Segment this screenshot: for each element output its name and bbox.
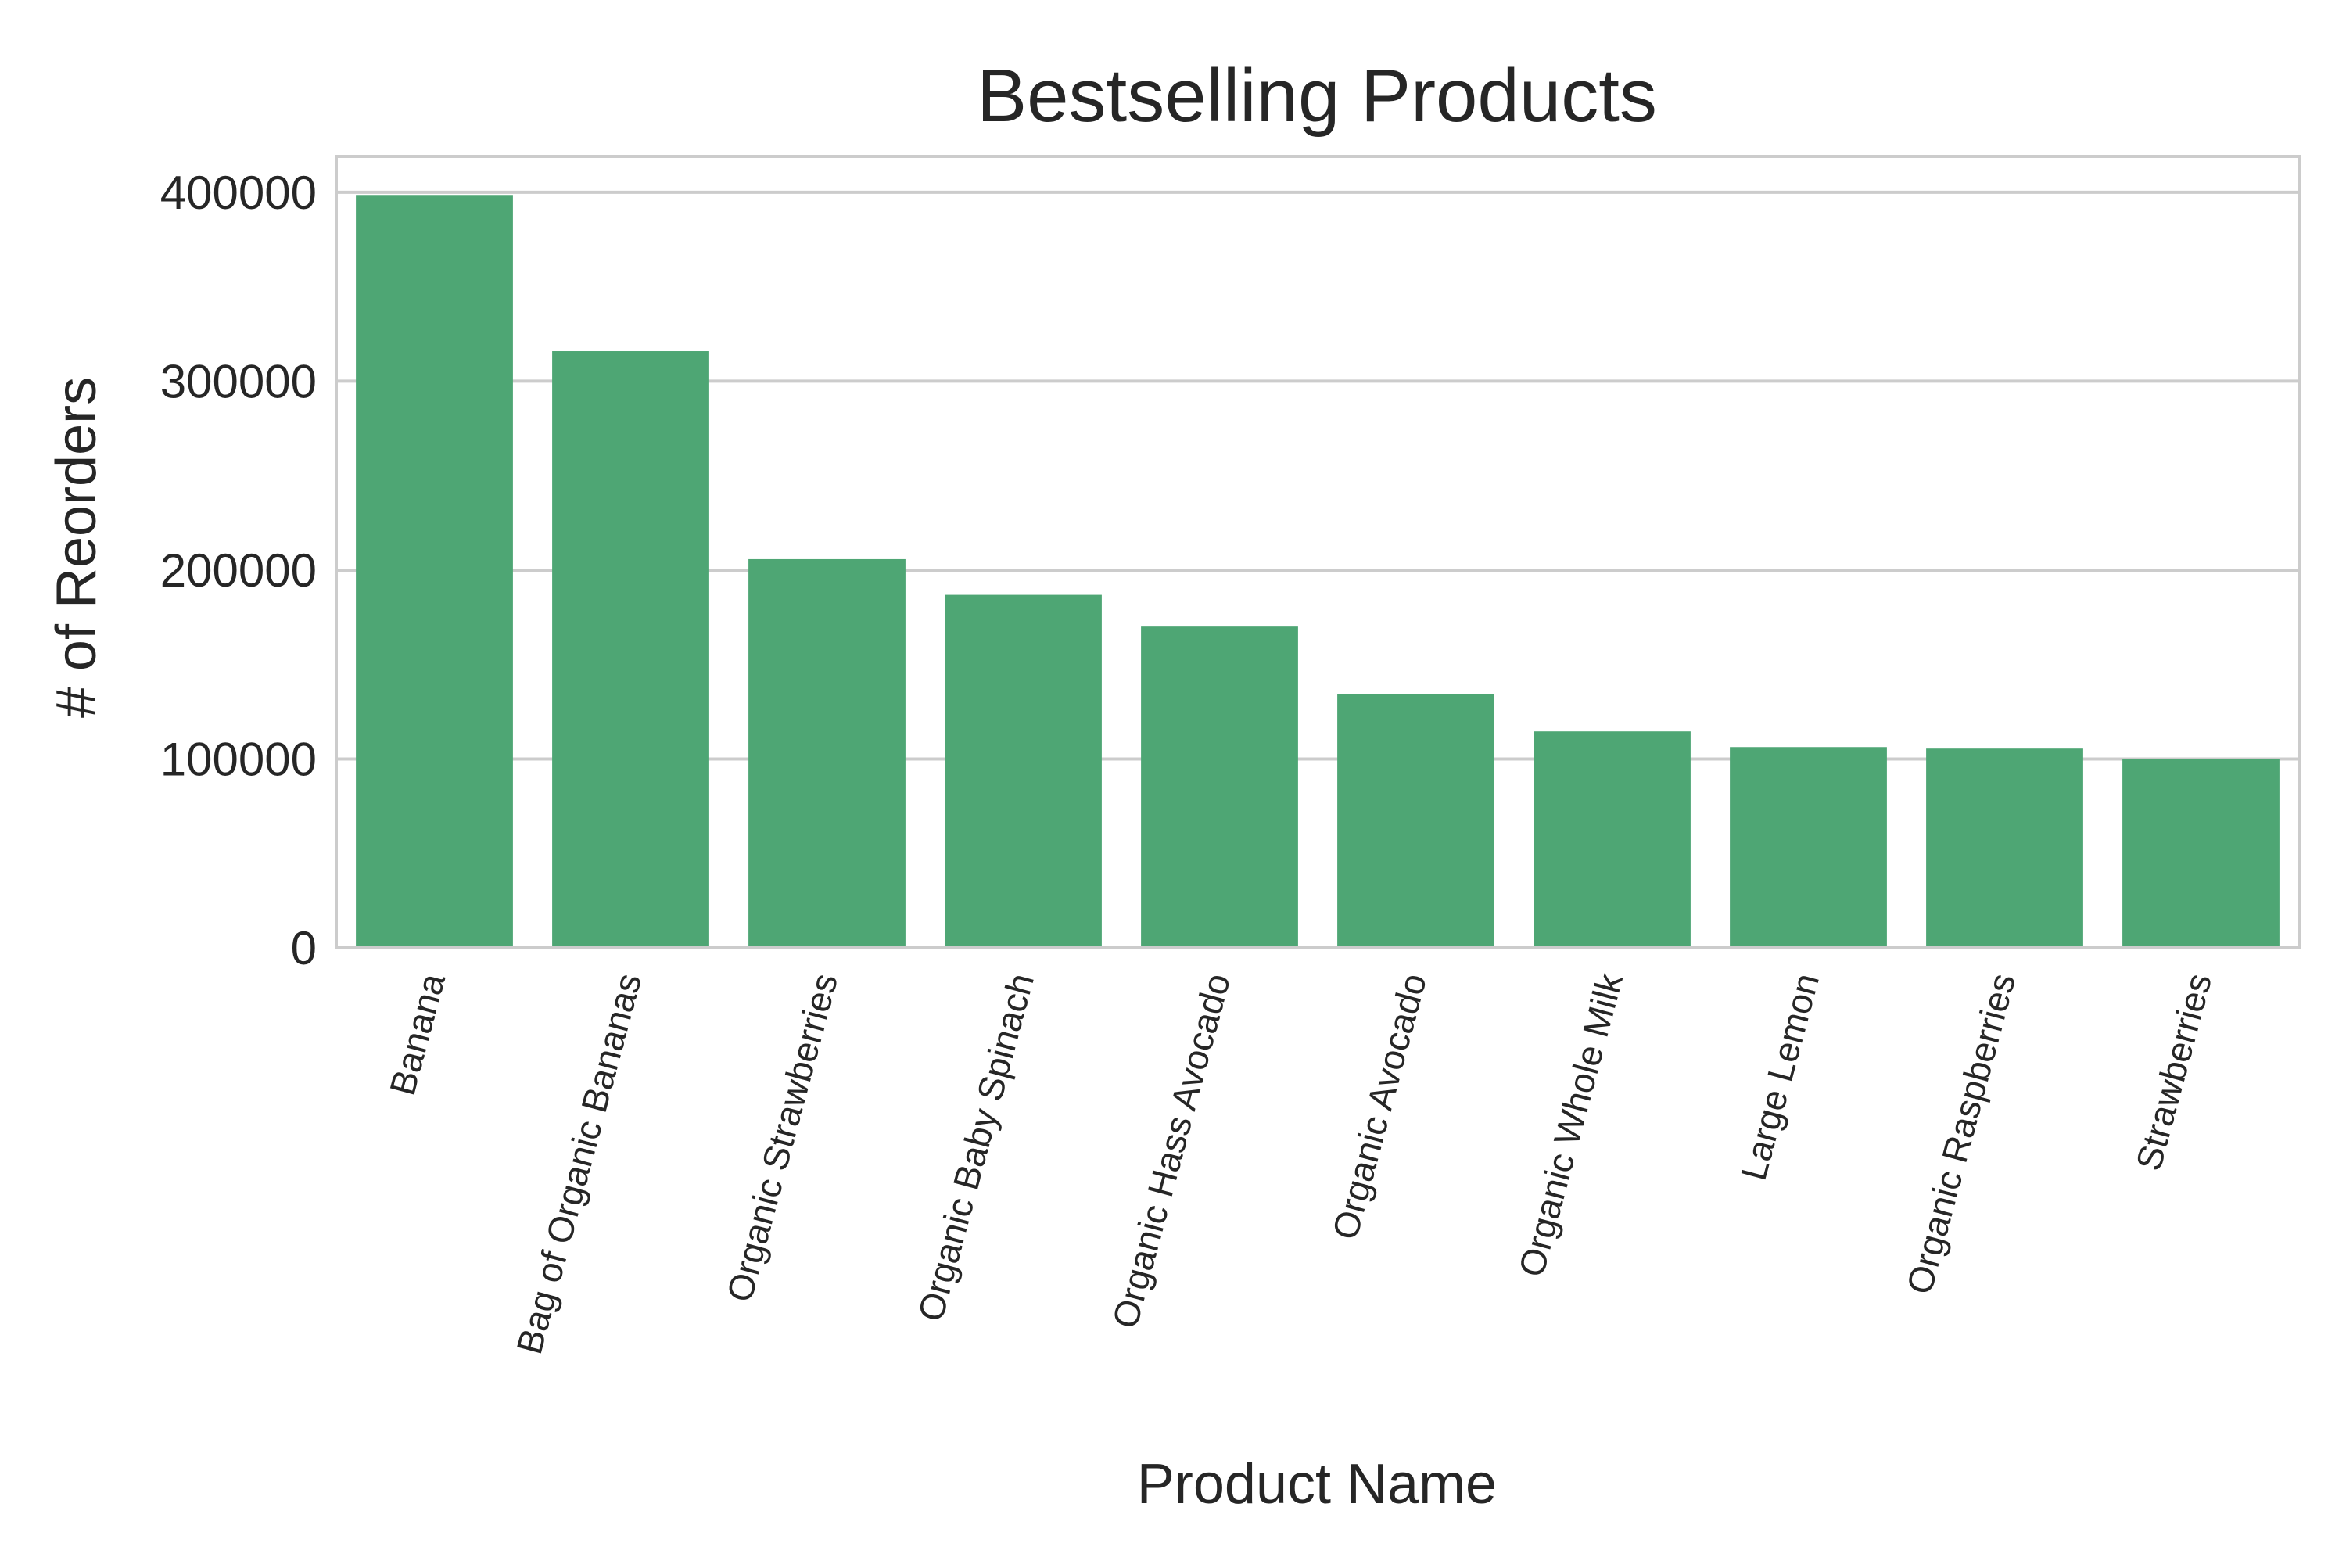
bar [1730, 747, 1887, 948]
bar [1141, 626, 1298, 948]
y-tick-label: 0 [291, 922, 317, 974]
bars [356, 195, 2280, 949]
bar [552, 351, 709, 949]
bar [1926, 748, 2083, 948]
y-axis-label: # of Reorders [45, 377, 108, 718]
bar [1337, 694, 1494, 948]
y-tick-label: 100000 [160, 733, 317, 785]
bar [748, 558, 906, 948]
bar [945, 594, 1102, 948]
x-axis-label: Product Name [1137, 1453, 1497, 1516]
y-tick-label: 400000 [160, 167, 317, 219]
bar [1534, 731, 1691, 948]
y-tick-label: 200000 [160, 544, 317, 597]
y-tick-label: 300000 [160, 355, 317, 407]
chart-title: Bestselling Products [977, 54, 1657, 138]
bar [2122, 759, 2280, 948]
y-tick-labels: 0 100000 200000 300000 400000 [160, 167, 317, 974]
plot-frame [335, 155, 2301, 949]
bar [356, 195, 513, 948]
